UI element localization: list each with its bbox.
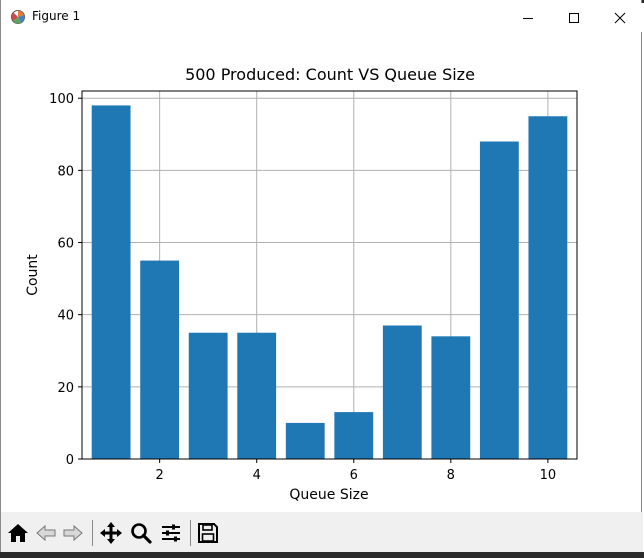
forward-button[interactable]: [60, 520, 86, 546]
back-button[interactable]: [33, 520, 59, 546]
navigation-toolbar: [1, 512, 643, 552]
y-tick-label: 0: [66, 453, 74, 468]
toolbar-separator: [92, 520, 93, 546]
bar: [188, 332, 228, 459]
close-icon: [614, 12, 626, 23]
minimize-button[interactable]: [505, 3, 551, 32]
close-button[interactable]: [597, 3, 643, 32]
maximize-icon: [569, 12, 579, 23]
zoom-icon: [131, 523, 152, 544]
app-icon: [11, 10, 25, 24]
x-axis-label: Queue Size: [289, 487, 368, 503]
forward-icon: [63, 524, 83, 542]
configure-subplots-button[interactable]: [158, 520, 184, 546]
x-tick-label: 8: [447, 468, 455, 483]
title-bar[interactable]: Figure 1: [1, 3, 643, 32]
bar: [334, 412, 374, 459]
x-tick-label: 6: [350, 468, 358, 483]
bar: [382, 325, 422, 459]
configure-subplots-icon: [162, 524, 180, 542]
bars: [91, 105, 568, 460]
figure-canvas[interactable]: 500 Produced: Count VS Queue Size 2 4 6 8 10…: [1, 32, 643, 512]
maximize-button[interactable]: [551, 3, 597, 32]
minimize-icon: [523, 17, 533, 19]
zoom-button[interactable]: [128, 520, 154, 546]
bar: [479, 141, 519, 459]
y-tick-label: 40: [57, 309, 74, 324]
chart-title: 500 Produced: Count VS Queue Size: [185, 65, 475, 84]
x-tick-label: 2: [156, 468, 164, 483]
back-icon: [36, 524, 56, 542]
y-tick-label: 60: [57, 237, 74, 252]
home-icon: [8, 524, 28, 542]
bar: [91, 105, 131, 460]
y-axis-label: Count: [25, 254, 41, 296]
window-title: Figure 1: [32, 9, 81, 23]
y-tick-label: 100: [49, 92, 74, 107]
pan-icon: [100, 522, 122, 544]
toolbar-separator: [190, 520, 191, 546]
pan-button[interactable]: [98, 520, 124, 546]
desktop-strip-bottom: [0, 552, 644, 558]
bar: [285, 422, 325, 459]
bar-chart: 500 Produced: Count VS Queue Size 2 4 6 8 10…: [25, 65, 578, 503]
bar: [237, 332, 277, 459]
home-button[interactable]: [5, 520, 31, 546]
save-icon: [198, 523, 218, 543]
x-tick-label: 4: [253, 468, 261, 483]
y-tick-label: 80: [57, 164, 74, 179]
y-tick-label: 20: [57, 381, 74, 396]
bar: [140, 260, 180, 459]
bar: [431, 336, 471, 459]
bar: [528, 116, 568, 459]
save-button[interactable]: [195, 520, 221, 546]
axes-frame: [81, 90, 578, 460]
x-tick-label: 10: [540, 468, 557, 483]
